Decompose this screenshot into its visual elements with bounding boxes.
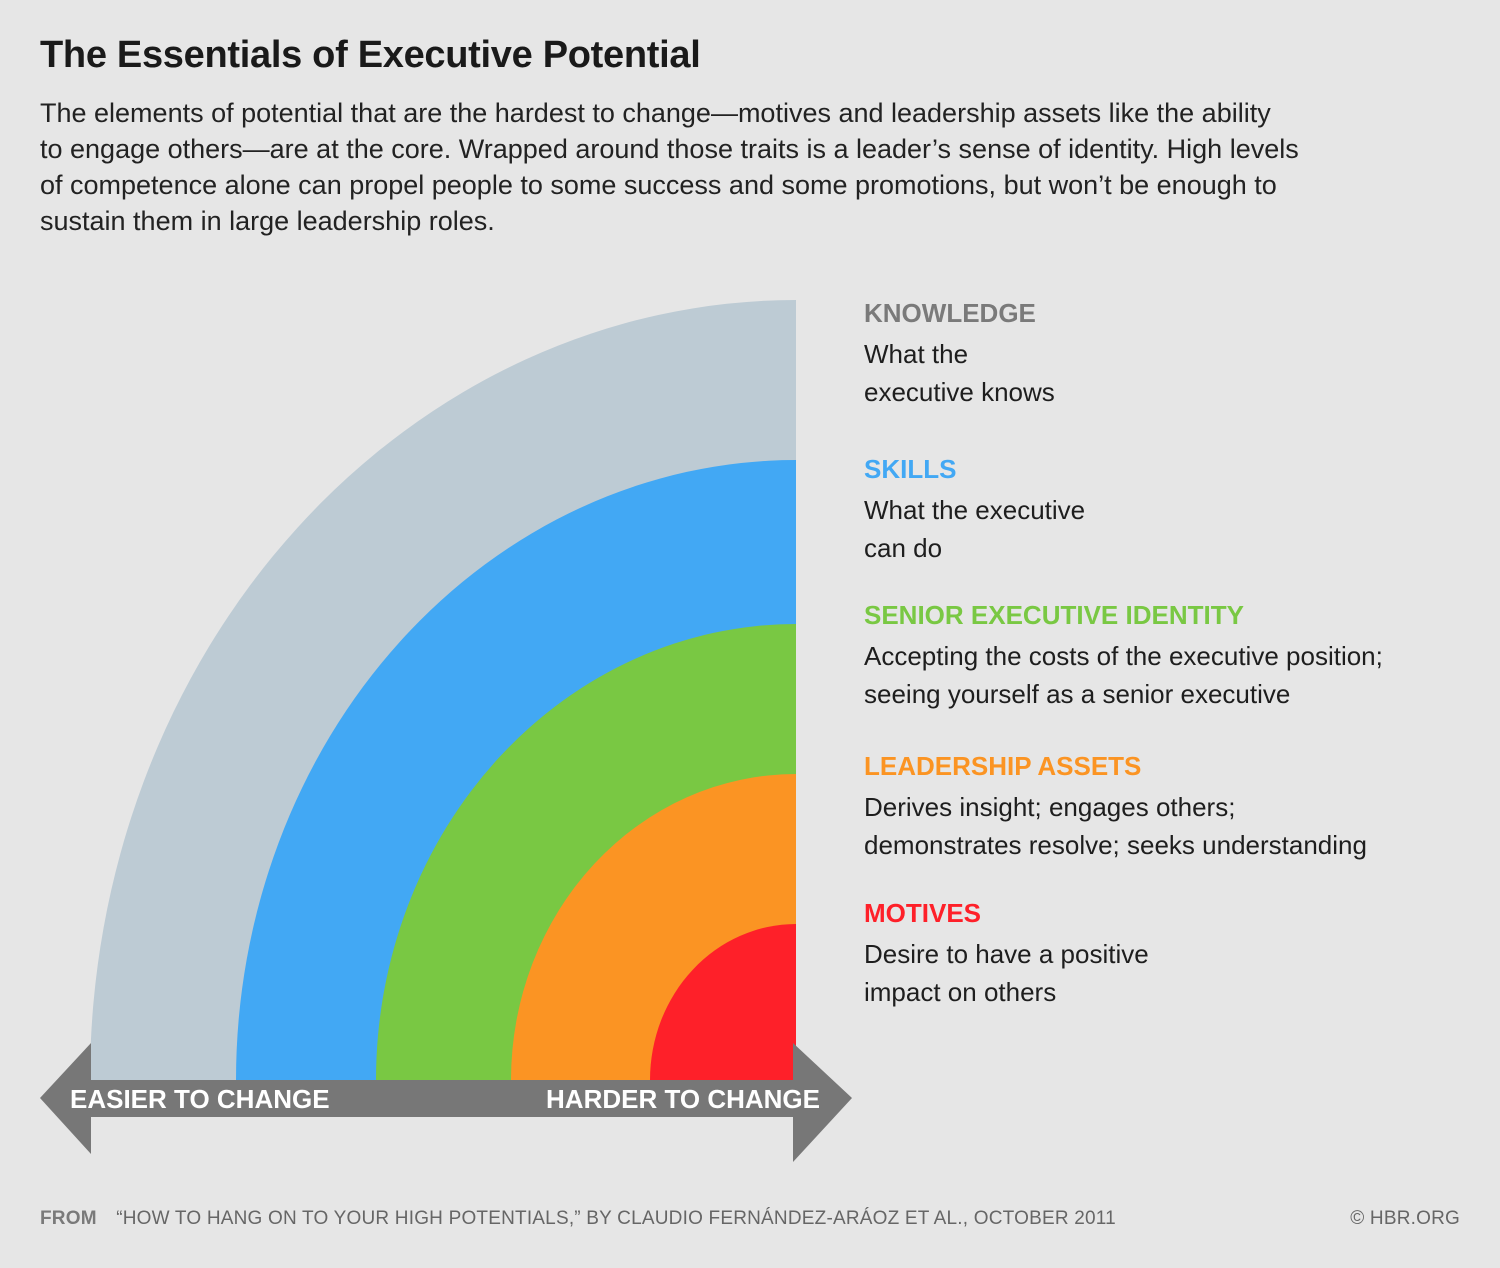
legend-line2-leadership-assets: demonstrates resolve; seeks understandin…	[864, 830, 1367, 860]
footer-from-label: FROM	[40, 1208, 97, 1229]
page-subtitle: The elements of potential that are the h…	[40, 98, 1299, 236]
legend-line2-skills: can do	[864, 533, 943, 563]
legend-line1-motives: Desire to have a positive	[864, 939, 1149, 969]
source-footer: FROM “HOW TO HANG ON TO YOUR HIGH POTENT…	[40, 1208, 1460, 1230]
legend-item-skills: SKILLS What the executive can do	[864, 453, 1484, 567]
legend-title-skills: SKILLS	[864, 454, 957, 484]
legend-line2-motives: impact on others	[864, 977, 1057, 1007]
page-title: The Essentials of Executive Potential	[40, 34, 701, 76]
layer-motives-band	[650, 924, 796, 1080]
legend-title-motives: MOTIVES	[864, 898, 982, 928]
footer-source: “HOW TO HANG ON TO YOUR HIGH POTENTIALS,…	[116, 1208, 1116, 1229]
legend-item-knowledge: KNOWLEDGE What the executive knows	[864, 297, 1484, 411]
arrow-left-label: EASIER TO CHANGE	[70, 1084, 330, 1114]
legend-line1-leadership-assets: Derives insight; engages others;	[864, 792, 1236, 822]
legend-item-senior-executive-identity: SENIOR EXECUTIVE IDENTITY Accepting the …	[864, 599, 1484, 713]
footer-copyright: © HBR.ORG	[1350, 1208, 1460, 1229]
legend-line1-knowledge: What the	[864, 339, 969, 369]
legend-line2-knowledge: executive knows	[864, 377, 1055, 407]
legend-line1-senior-executive-identity: Accepting the costs of the executive pos…	[864, 641, 1383, 671]
legend-title-leadership-assets: LEADERSHIP ASSETS	[864, 751, 1142, 781]
change-difficulty-arrow	[40, 1043, 852, 1162]
legend-title-senior-executive-identity: SENIOR EXECUTIVE IDENTITY	[864, 600, 1244, 630]
legend-line2-senior-executive-identity: seeing yourself as a senior executive	[864, 679, 1291, 709]
legend-line1-skills: What the executive	[864, 495, 1086, 525]
legend-item-leadership-assets: LEADERSHIP ASSETS Derives insight; engag…	[864, 750, 1484, 864]
legend-title-knowledge: KNOWLEDGE	[864, 298, 1036, 328]
legend-item-motives: MOTIVES Desire to have a positive impact…	[864, 897, 1484, 1011]
arrow-right-label: HARDER TO CHANGE	[546, 1084, 820, 1114]
